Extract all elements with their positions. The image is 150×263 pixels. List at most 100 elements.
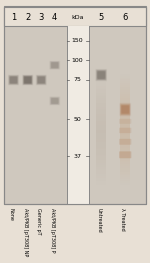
Bar xyxy=(96,128,106,130)
Bar xyxy=(120,98,130,100)
Bar xyxy=(120,133,130,135)
Bar xyxy=(96,167,106,169)
Bar xyxy=(96,172,106,174)
Bar xyxy=(120,74,130,76)
FancyBboxPatch shape xyxy=(97,71,105,79)
Bar xyxy=(96,103,106,105)
Bar xyxy=(96,140,106,142)
Bar xyxy=(120,111,130,113)
Bar xyxy=(120,144,130,146)
Bar xyxy=(96,109,106,110)
Bar xyxy=(96,146,106,148)
Bar xyxy=(120,109,130,111)
FancyBboxPatch shape xyxy=(96,69,107,81)
Bar xyxy=(96,121,106,123)
Bar xyxy=(120,113,130,114)
Bar xyxy=(96,169,106,170)
FancyBboxPatch shape xyxy=(24,76,32,84)
Bar xyxy=(96,125,106,127)
FancyBboxPatch shape xyxy=(37,76,45,84)
Bar xyxy=(96,110,106,112)
Bar xyxy=(120,120,130,122)
Bar xyxy=(120,87,130,89)
Text: Akt/PKB [pT308] P: Akt/PKB [pT308] P xyxy=(50,208,55,252)
Bar xyxy=(120,100,130,102)
Bar xyxy=(96,148,106,149)
Bar xyxy=(96,102,106,103)
FancyBboxPatch shape xyxy=(9,76,18,84)
Bar xyxy=(120,151,130,153)
Bar xyxy=(120,142,130,144)
Text: λ Treated: λ Treated xyxy=(120,208,125,231)
FancyBboxPatch shape xyxy=(50,97,60,105)
FancyBboxPatch shape xyxy=(50,97,60,105)
FancyBboxPatch shape xyxy=(36,75,46,85)
Bar xyxy=(120,103,130,105)
FancyBboxPatch shape xyxy=(38,77,45,83)
Bar xyxy=(4,7,146,204)
FancyBboxPatch shape xyxy=(51,98,58,104)
Bar xyxy=(96,162,106,163)
Text: 37: 37 xyxy=(74,154,82,159)
FancyBboxPatch shape xyxy=(24,77,31,83)
Bar xyxy=(120,179,130,181)
FancyBboxPatch shape xyxy=(9,75,18,85)
Bar xyxy=(96,179,106,181)
Bar xyxy=(120,78,130,79)
Bar xyxy=(96,130,106,132)
FancyBboxPatch shape xyxy=(10,77,17,83)
FancyBboxPatch shape xyxy=(122,106,129,113)
FancyBboxPatch shape xyxy=(121,105,129,114)
FancyBboxPatch shape xyxy=(97,70,106,80)
Bar xyxy=(4,7,146,26)
Bar xyxy=(96,127,106,128)
Bar xyxy=(120,138,130,140)
Bar xyxy=(120,105,130,107)
FancyBboxPatch shape xyxy=(51,62,59,68)
FancyBboxPatch shape xyxy=(51,62,59,69)
Bar xyxy=(120,124,130,125)
Bar xyxy=(120,76,130,78)
FancyBboxPatch shape xyxy=(38,77,45,83)
FancyBboxPatch shape xyxy=(22,75,33,85)
Bar xyxy=(120,92,130,94)
Bar xyxy=(96,178,106,179)
Bar xyxy=(120,96,130,98)
Bar xyxy=(96,112,106,114)
Bar xyxy=(120,181,130,183)
Text: 6: 6 xyxy=(123,13,128,22)
Bar xyxy=(96,116,106,118)
FancyBboxPatch shape xyxy=(9,76,18,84)
FancyBboxPatch shape xyxy=(121,105,130,114)
FancyBboxPatch shape xyxy=(51,98,59,104)
Bar xyxy=(120,116,130,118)
Bar xyxy=(120,114,130,116)
Bar xyxy=(96,95,106,97)
Bar xyxy=(120,81,130,83)
Bar xyxy=(120,125,130,127)
Bar xyxy=(120,107,130,109)
Bar xyxy=(96,183,106,185)
Bar xyxy=(96,118,106,119)
Bar xyxy=(96,144,106,146)
FancyBboxPatch shape xyxy=(51,98,58,104)
FancyBboxPatch shape xyxy=(37,76,45,84)
Bar xyxy=(120,183,130,185)
Bar xyxy=(96,156,106,158)
Bar xyxy=(96,98,106,100)
FancyBboxPatch shape xyxy=(97,71,105,79)
FancyBboxPatch shape xyxy=(119,128,131,133)
FancyBboxPatch shape xyxy=(50,97,59,105)
Text: kDa: kDa xyxy=(71,15,84,20)
Text: 1: 1 xyxy=(11,13,16,22)
FancyBboxPatch shape xyxy=(120,104,130,115)
Bar xyxy=(96,160,106,162)
Bar xyxy=(96,84,106,86)
Bar xyxy=(96,100,106,102)
Bar xyxy=(96,149,106,151)
Text: Generic pT: Generic pT xyxy=(36,208,41,235)
Bar xyxy=(96,119,106,121)
FancyBboxPatch shape xyxy=(119,139,131,145)
Bar xyxy=(96,170,106,172)
Bar xyxy=(120,135,130,136)
